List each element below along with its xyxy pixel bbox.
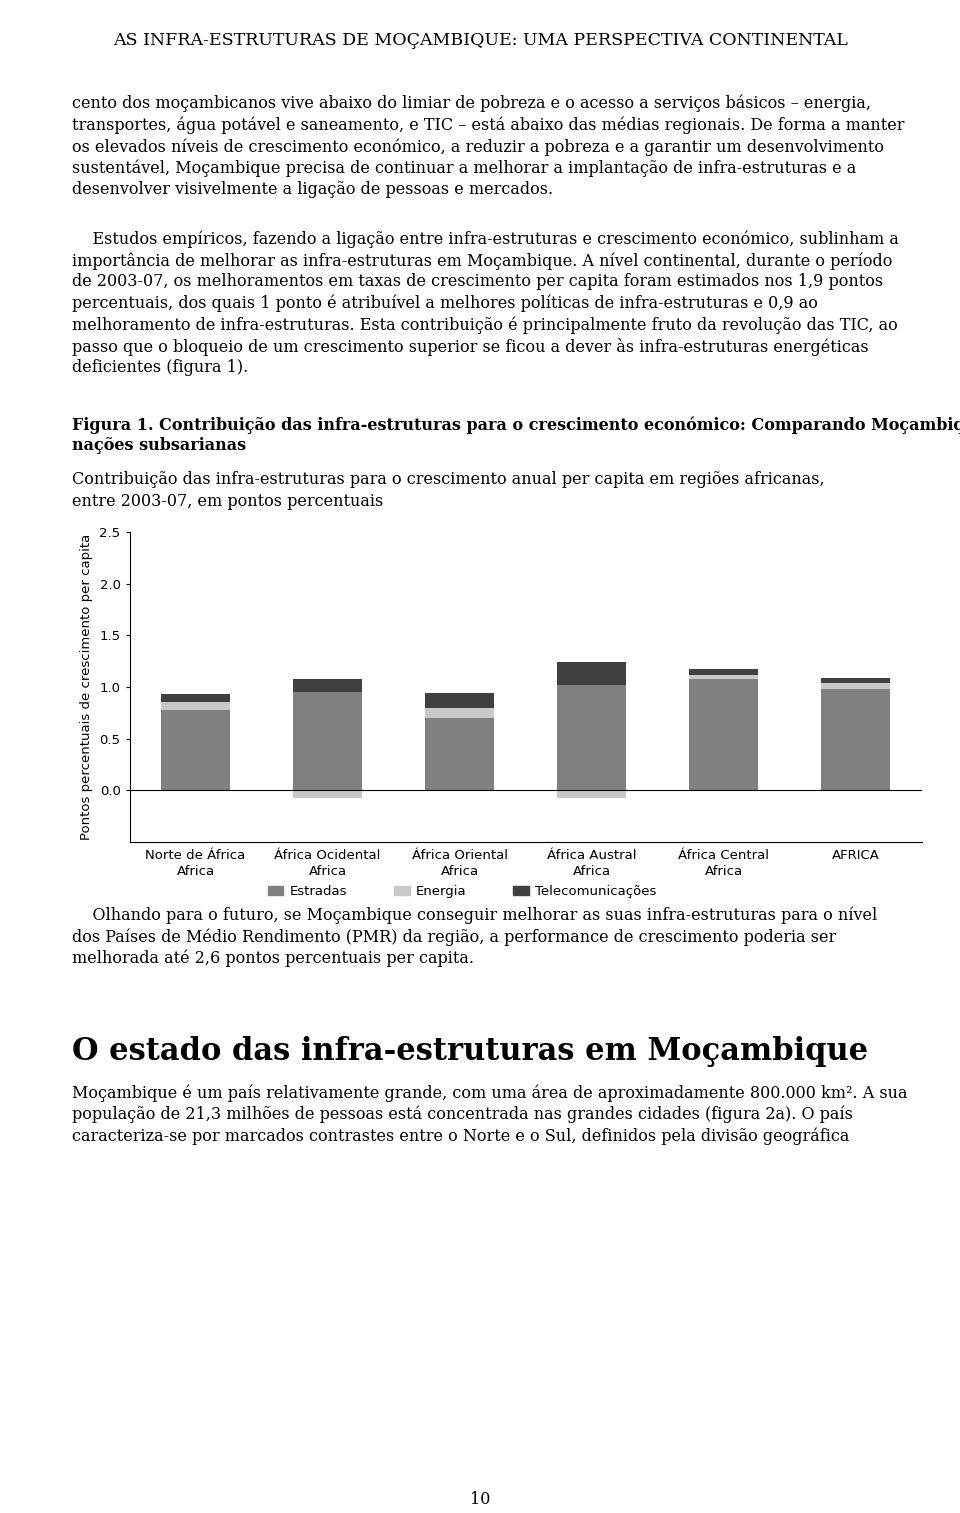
Text: melhorada até 2,6 pontos percentuais per capita.: melhorada até 2,6 pontos percentuais per…: [72, 950, 474, 967]
Text: de 2003-07, os melhoramentos em taxas de crescimento per capita foram estimados : de 2003-07, os melhoramentos em taxas de…: [72, 274, 883, 290]
Text: percentuais, dos quais 1 ponto é atribuível a melhores políticas de infra-estrut: percentuais, dos quais 1 ponto é atribuí…: [72, 295, 818, 313]
Bar: [425, 693, 493, 708]
Text: Olhando para o futuro, se Moçambique conseguir melhorar as suas infra-estruturas: Olhando para o futuro, se Moçambique con…: [72, 906, 877, 924]
Bar: [161, 702, 230, 710]
Bar: [161, 694, 230, 702]
Text: deficientes (figura 1).: deficientes (figura 1).: [72, 360, 249, 377]
Bar: [689, 675, 757, 679]
Bar: [821, 682, 890, 688]
Text: passo que o bloqueio de um crescimento superior se ficou a dever às infra-estrut: passo que o bloqueio de um crescimento s…: [72, 337, 869, 356]
Y-axis label: Pontos percentuais de crescimento per capita: Pontos percentuais de crescimento per ca…: [80, 534, 92, 840]
Bar: [557, 663, 626, 685]
Bar: [294, 691, 362, 790]
Text: Contribuição das infra-estruturas para o crescimento anual per capita em regiões: Contribuição das infra-estruturas para o…: [72, 471, 825, 489]
Text: desenvolver visivelmente a ligação de pessoas e mercados.: desenvolver visivelmente a ligação de pe…: [72, 182, 553, 198]
Text: AS INFRA-ESTRUTURAS DE MOÇAMBIQUE: UMA PERSPECTIVA CONTINENTAL: AS INFRA-ESTRUTURAS DE MOÇAMBIQUE: UMA P…: [112, 32, 848, 48]
Bar: [425, 719, 493, 790]
Text: Estudos empíricos, fazendo a ligação entre infra-estruturas e crescimento económ: Estudos empíricos, fazendo a ligação ent…: [72, 230, 899, 248]
Bar: [161, 710, 230, 790]
Bar: [821, 688, 890, 790]
Text: Figura 1. Contribuição das infra-estruturas para o crescimento económico: Compar: Figura 1. Contribuição das infra-estrutu…: [72, 416, 960, 434]
Text: 10: 10: [469, 1490, 491, 1508]
Bar: [294, 679, 362, 691]
Bar: [557, 790, 626, 797]
Text: cento dos moçambicanos vive abaixo do limiar de pobreza e o acesso a serviços bá: cento dos moçambicanos vive abaixo do li…: [72, 95, 871, 112]
Text: importância de melhorar as infra-estruturas em Moçambique. A nível continental, : importância de melhorar as infra-estrutu…: [72, 253, 893, 269]
Text: caracteriza-se por marcados contrastes entre o Norte e o Sul, definidos pela div: caracteriza-se por marcados contrastes e…: [72, 1127, 850, 1145]
Text: população de 21,3 milhões de pessoas está concentrada nas grandes cidades (figur: população de 21,3 milhões de pessoas est…: [72, 1106, 852, 1124]
Text: entre 2003-07, em pontos percentuais: entre 2003-07, em pontos percentuais: [72, 493, 383, 510]
Bar: [689, 669, 757, 675]
Text: Moçambique é um país relativamente grande, com uma área de aproximadamente 800.0: Moçambique é um país relativamente grand…: [72, 1085, 907, 1101]
Bar: [425, 708, 493, 719]
Text: nações subsarianas: nações subsarianas: [72, 437, 246, 454]
Bar: [557, 685, 626, 790]
Text: transportes, água potável e saneamento, e TIC – está abaixo das médias regionais: transportes, água potável e saneamento, …: [72, 117, 904, 135]
Bar: [821, 678, 890, 682]
Text: sustentável, Moçambique precisa de continuar a melhorar a implantação de infra-e: sustentável, Moçambique precisa de conti…: [72, 159, 856, 177]
Text: os elevados níveis de crescimento económico, a reduzir a pobreza e a garantir um: os elevados níveis de crescimento económ…: [72, 138, 884, 156]
Bar: [689, 679, 757, 790]
Legend: Estradas, Energia, Telecomunicações: Estradas, Energia, Telecomunicações: [262, 881, 662, 903]
Text: O estado das infra-estruturas em Moçambique: O estado das infra-estruturas em Moçambi…: [72, 1036, 868, 1068]
Bar: [294, 790, 362, 797]
Text: dos Países de Médio Rendimento (PMR) da região, a performance de crescimento pod: dos Países de Médio Rendimento (PMR) da …: [72, 929, 836, 946]
Text: melhoramento de infra-estruturas. Esta contribuição é principalmente fruto da re: melhoramento de infra-estruturas. Esta c…: [72, 316, 898, 334]
